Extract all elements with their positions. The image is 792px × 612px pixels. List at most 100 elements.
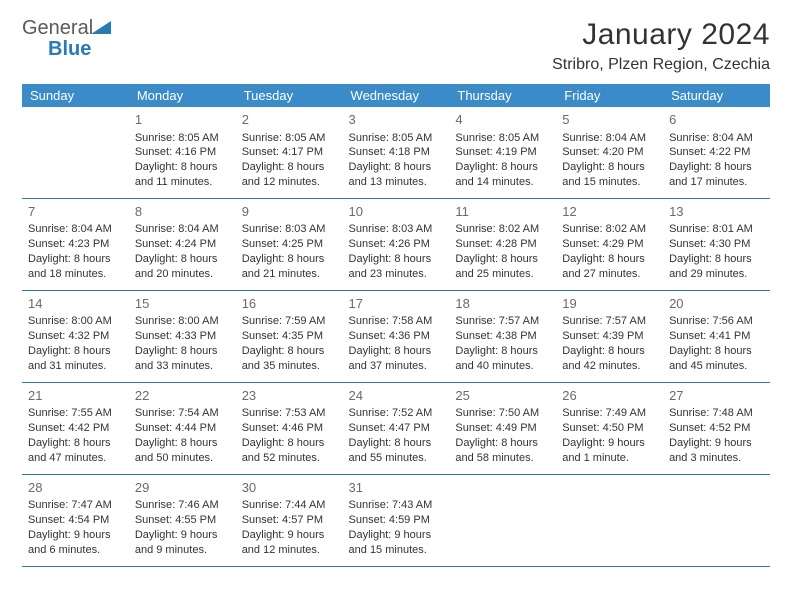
week-row: 14Sunrise: 8:00 AMSunset: 4:32 PMDayligh… xyxy=(22,290,770,382)
calendar-cell: 22Sunrise: 7:54 AMSunset: 4:44 PMDayligh… xyxy=(129,382,236,474)
logo-text-block: General Blue xyxy=(22,18,111,60)
daylight-text: Daylight: 8 hours and 42 minutes. xyxy=(562,344,657,374)
daylight-text: Daylight: 8 hours and 35 minutes. xyxy=(242,344,337,374)
daylight-text: Daylight: 9 hours and 3 minutes. xyxy=(669,436,764,466)
sunset-text: Sunset: 4:20 PM xyxy=(562,145,657,160)
daylight-text: Daylight: 9 hours and 6 minutes. xyxy=(28,528,123,558)
daylight-text: Daylight: 8 hours and 55 minutes. xyxy=(349,436,444,466)
calendar-cell: 12Sunrise: 8:02 AMSunset: 4:29 PMDayligh… xyxy=(556,198,663,290)
sunrise-text: Sunrise: 8:05 AM xyxy=(135,131,230,146)
sunset-text: Sunset: 4:24 PM xyxy=(135,237,230,252)
sunrise-text: Sunrise: 7:53 AM xyxy=(242,406,337,421)
daylight-text: Daylight: 8 hours and 45 minutes. xyxy=(669,344,764,374)
calendar-body: 1Sunrise: 8:05 AMSunset: 4:16 PMDaylight… xyxy=(22,107,770,566)
sunset-text: Sunset: 4:17 PM xyxy=(242,145,337,160)
calendar-cell xyxy=(22,107,129,198)
daylight-text: Daylight: 9 hours and 9 minutes. xyxy=(135,528,230,558)
day-number: 29 xyxy=(135,479,230,497)
calendar-cell: 1Sunrise: 8:05 AMSunset: 4:16 PMDaylight… xyxy=(129,107,236,198)
week-row: 7Sunrise: 8:04 AMSunset: 4:23 PMDaylight… xyxy=(22,198,770,290)
sunrise-text: Sunrise: 8:00 AM xyxy=(28,314,123,329)
daylight-text: Daylight: 9 hours and 15 minutes. xyxy=(349,528,444,558)
sunrise-text: Sunrise: 7:47 AM xyxy=(28,498,123,513)
day-number: 18 xyxy=(455,295,550,313)
sunset-text: Sunset: 4:59 PM xyxy=(349,513,444,528)
daylight-text: Daylight: 8 hours and 14 minutes. xyxy=(455,160,550,190)
sunset-text: Sunset: 4:49 PM xyxy=(455,421,550,436)
sunset-text: Sunset: 4:22 PM xyxy=(669,145,764,160)
sunrise-text: Sunrise: 7:57 AM xyxy=(455,314,550,329)
day-number: 13 xyxy=(669,203,764,221)
day-number: 17 xyxy=(349,295,444,313)
calendar-cell: 23Sunrise: 7:53 AMSunset: 4:46 PMDayligh… xyxy=(236,382,343,474)
calendar-cell: 6Sunrise: 8:04 AMSunset: 4:22 PMDaylight… xyxy=(663,107,770,198)
day-number: 3 xyxy=(349,111,444,129)
calendar-cell: 7Sunrise: 8:04 AMSunset: 4:23 PMDaylight… xyxy=(22,198,129,290)
sunrise-text: Sunrise: 7:46 AM xyxy=(135,498,230,513)
calendar-cell: 2Sunrise: 8:05 AMSunset: 4:17 PMDaylight… xyxy=(236,107,343,198)
sunset-text: Sunset: 4:50 PM xyxy=(562,421,657,436)
header: General Blue January 2024 Stribro, Plzen… xyxy=(22,18,770,74)
calendar-cell: 24Sunrise: 7:52 AMSunset: 4:47 PMDayligh… xyxy=(343,382,450,474)
sunset-text: Sunset: 4:32 PM xyxy=(28,329,123,344)
daylight-text: Daylight: 8 hours and 18 minutes. xyxy=(28,252,123,282)
daylight-text: Daylight: 8 hours and 11 minutes. xyxy=(135,160,230,190)
day-header-wednesday: Wednesday xyxy=(343,84,450,107)
sunset-text: Sunset: 4:57 PM xyxy=(242,513,337,528)
daylight-text: Daylight: 8 hours and 13 minutes. xyxy=(349,160,444,190)
day-number: 28 xyxy=(28,479,123,497)
calendar-cell: 11Sunrise: 8:02 AMSunset: 4:28 PMDayligh… xyxy=(449,198,556,290)
sunrise-text: Sunrise: 8:05 AM xyxy=(455,131,550,146)
day-number: 24 xyxy=(349,387,444,405)
calendar-table: SundayMondayTuesdayWednesdayThursdayFrid… xyxy=(22,84,770,567)
location-text: Stribro, Plzen Region, Czechia xyxy=(552,56,770,74)
daylight-text: Daylight: 8 hours and 52 minutes. xyxy=(242,436,337,466)
sunrise-text: Sunrise: 7:43 AM xyxy=(349,498,444,513)
calendar-cell: 19Sunrise: 7:57 AMSunset: 4:39 PMDayligh… xyxy=(556,290,663,382)
daylight-text: Daylight: 8 hours and 27 minutes. xyxy=(562,252,657,282)
calendar-cell: 28Sunrise: 7:47 AMSunset: 4:54 PMDayligh… xyxy=(22,474,129,566)
calendar-cell: 26Sunrise: 7:49 AMSunset: 4:50 PMDayligh… xyxy=(556,382,663,474)
sunset-text: Sunset: 4:39 PM xyxy=(562,329,657,344)
day-number: 10 xyxy=(349,203,444,221)
logo: General Blue xyxy=(22,18,111,60)
sunrise-text: Sunrise: 8:01 AM xyxy=(669,222,764,237)
week-row: 28Sunrise: 7:47 AMSunset: 4:54 PMDayligh… xyxy=(22,474,770,566)
day-number: 7 xyxy=(28,203,123,221)
day-number: 26 xyxy=(562,387,657,405)
sunrise-text: Sunrise: 7:58 AM xyxy=(349,314,444,329)
sunset-text: Sunset: 4:28 PM xyxy=(455,237,550,252)
sunset-text: Sunset: 4:26 PM xyxy=(349,237,444,252)
day-header-saturday: Saturday xyxy=(663,84,770,107)
day-header-sunday: Sunday xyxy=(22,84,129,107)
day-number: 23 xyxy=(242,387,337,405)
calendar-cell: 17Sunrise: 7:58 AMSunset: 4:36 PMDayligh… xyxy=(343,290,450,382)
daylight-text: Daylight: 8 hours and 25 minutes. xyxy=(455,252,550,282)
day-number: 8 xyxy=(135,203,230,221)
calendar-cell: 30Sunrise: 7:44 AMSunset: 4:57 PMDayligh… xyxy=(236,474,343,566)
sunrise-text: Sunrise: 7:59 AM xyxy=(242,314,337,329)
day-number: 22 xyxy=(135,387,230,405)
logo-word2: Blue xyxy=(48,38,91,60)
day-number: 11 xyxy=(455,203,550,221)
logo-triangle-icon xyxy=(91,18,111,39)
day-number: 20 xyxy=(669,295,764,313)
day-number: 16 xyxy=(242,295,337,313)
daylight-text: Daylight: 9 hours and 1 minute. xyxy=(562,436,657,466)
day-number: 6 xyxy=(669,111,764,129)
sunrise-text: Sunrise: 7:48 AM xyxy=(669,406,764,421)
logo-word1: General xyxy=(22,17,93,39)
calendar-cell: 9Sunrise: 8:03 AMSunset: 4:25 PMDaylight… xyxy=(236,198,343,290)
calendar-cell: 13Sunrise: 8:01 AMSunset: 4:30 PMDayligh… xyxy=(663,198,770,290)
sunrise-text: Sunrise: 8:04 AM xyxy=(562,131,657,146)
sunrise-text: Sunrise: 8:05 AM xyxy=(349,131,444,146)
sunset-text: Sunset: 4:55 PM xyxy=(135,513,230,528)
day-header-row: SundayMondayTuesdayWednesdayThursdayFrid… xyxy=(22,84,770,107)
daylight-text: Daylight: 8 hours and 12 minutes. xyxy=(242,160,337,190)
sunrise-text: Sunrise: 7:54 AM xyxy=(135,406,230,421)
day-number: 31 xyxy=(349,479,444,497)
calendar-cell: 3Sunrise: 8:05 AMSunset: 4:18 PMDaylight… xyxy=(343,107,450,198)
day-number: 27 xyxy=(669,387,764,405)
calendar-cell: 5Sunrise: 8:04 AMSunset: 4:20 PMDaylight… xyxy=(556,107,663,198)
week-row: 1Sunrise: 8:05 AMSunset: 4:16 PMDaylight… xyxy=(22,107,770,198)
